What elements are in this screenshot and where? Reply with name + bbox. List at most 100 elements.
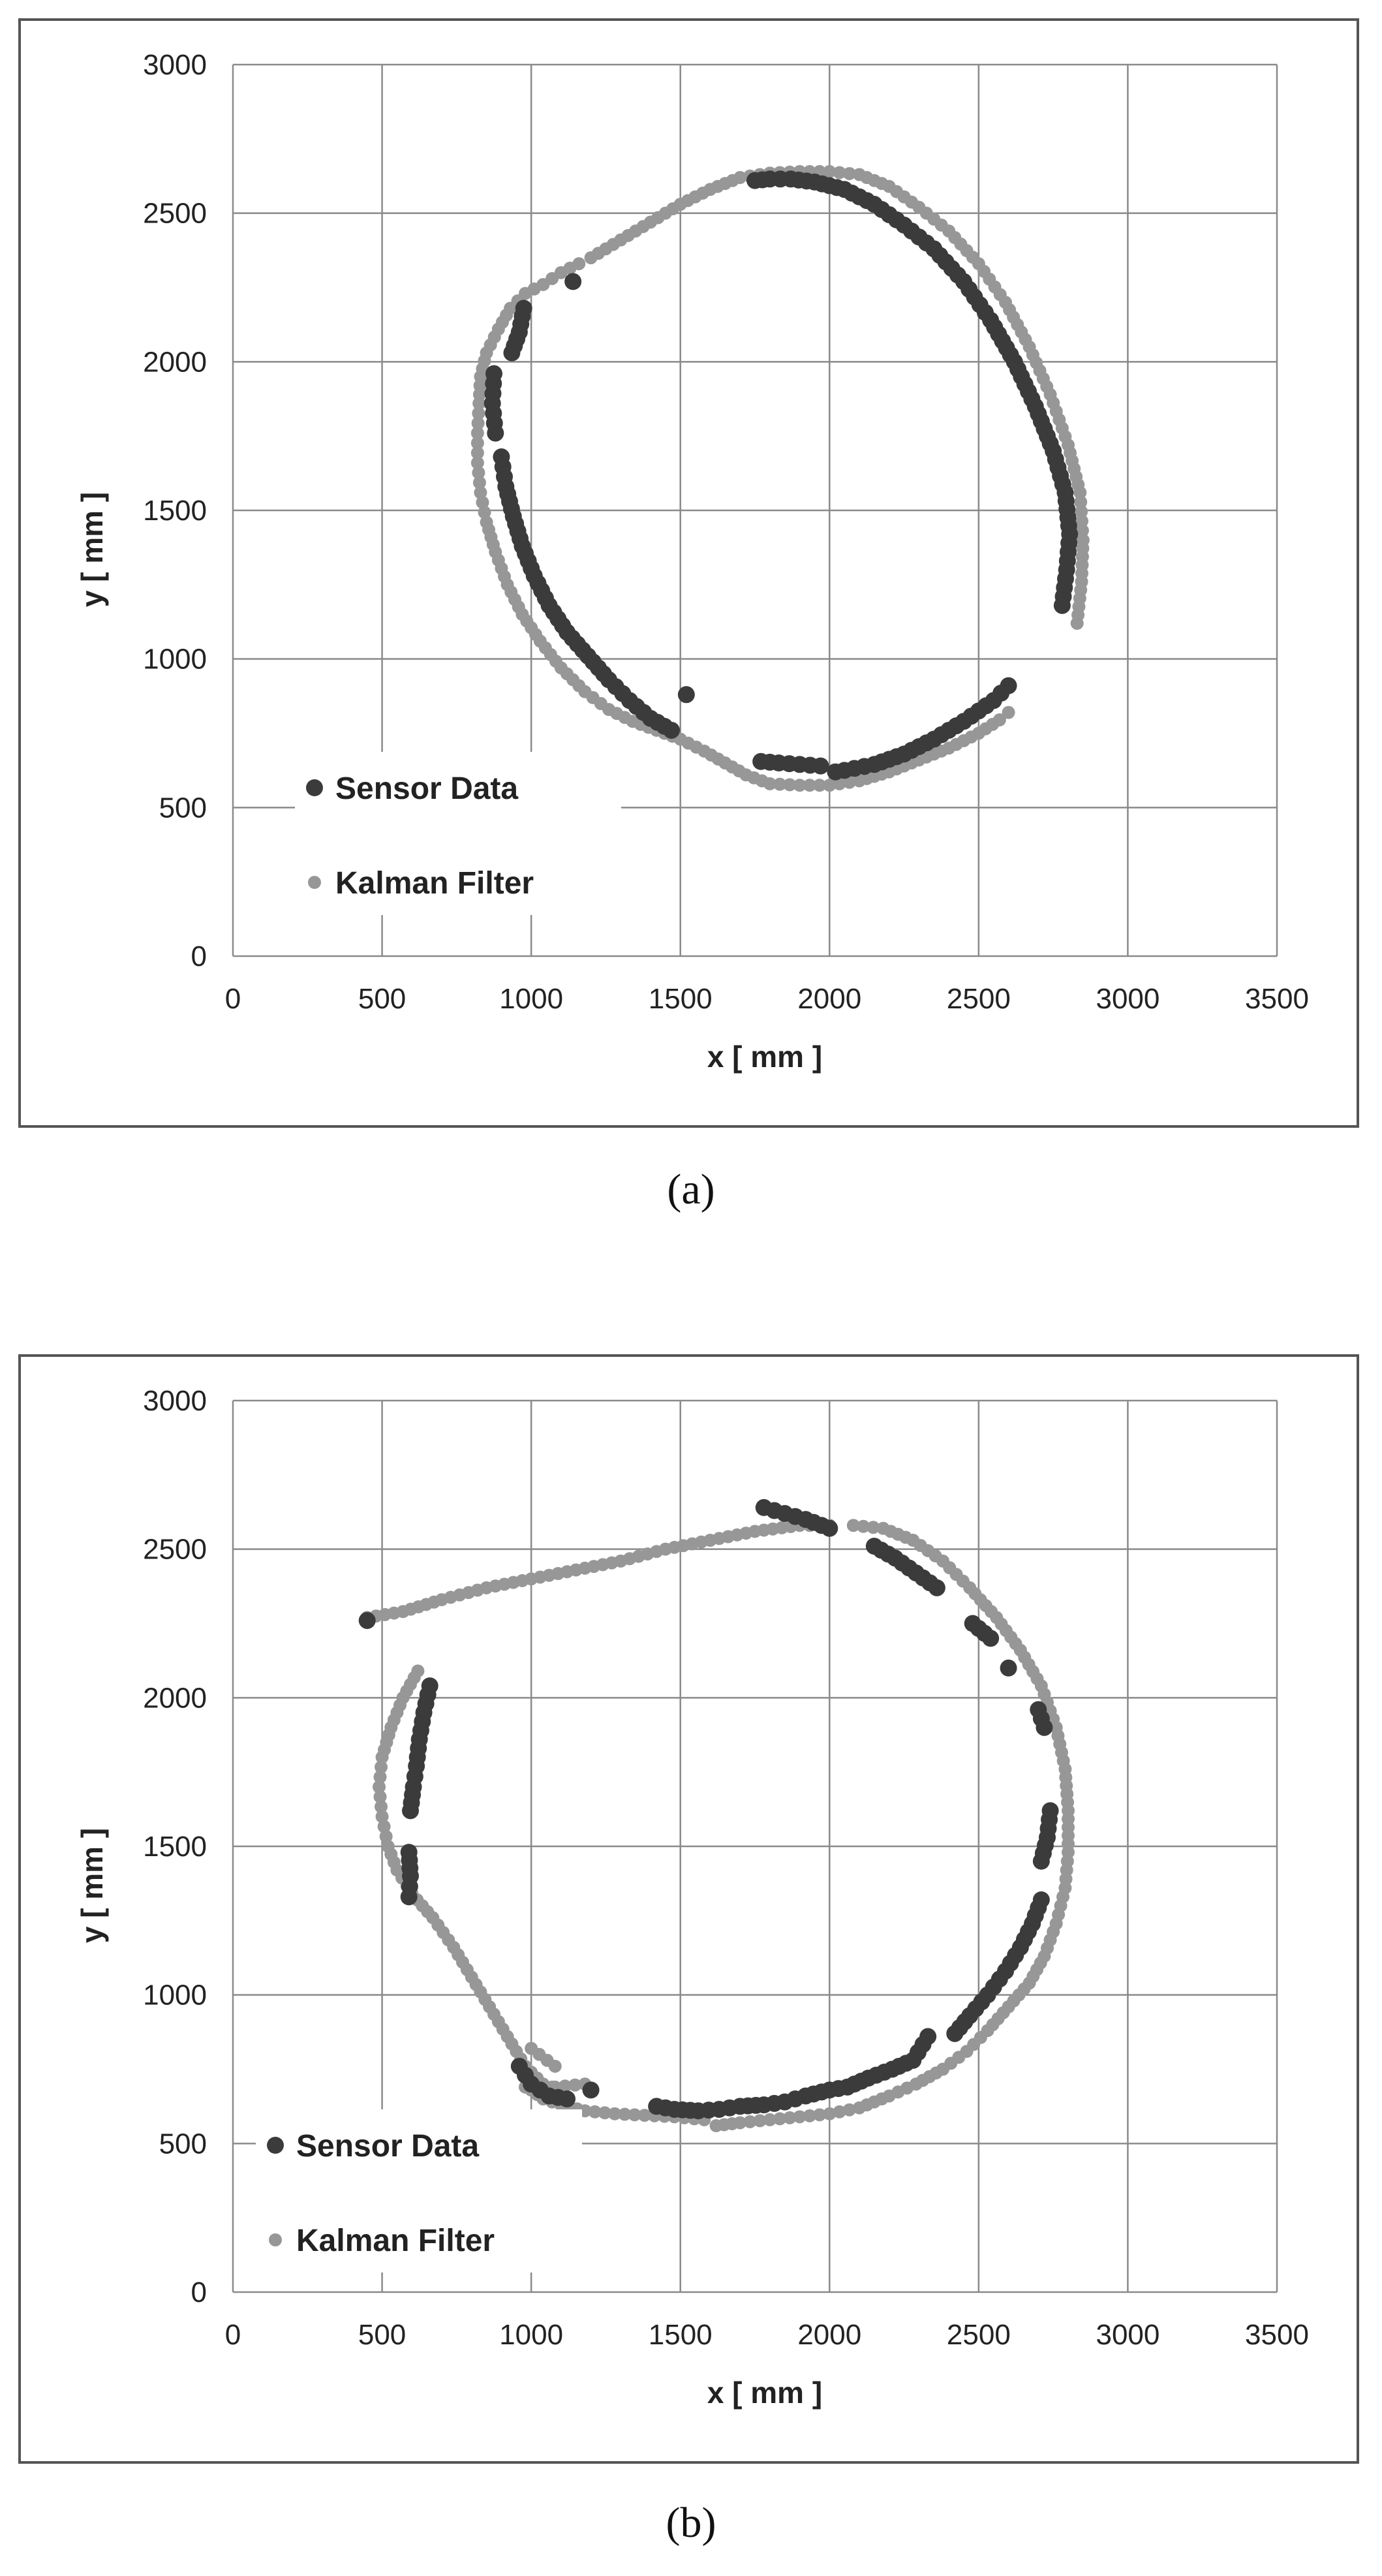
legend-label-kalman: Kalman Filter [335,866,534,901]
legend-box [295,752,621,915]
kalman-point [470,426,484,440]
kalman-point [375,1750,389,1764]
kalman-point [833,166,846,179]
y-tick-label: 1000 [143,644,207,675]
legend-label-kalman: Kalman Filter [296,2224,495,2258]
legend-marker-sensor [306,779,323,796]
kalman-filter-series [470,164,1090,792]
y-tick-label: 1500 [143,1831,207,1863]
sensor-point [821,1519,838,1537]
sensor-point [402,1802,419,1820]
sensor-point [946,2025,964,2042]
kalman-point [763,2113,776,2126]
kalman-point [842,166,856,180]
sensor-point [1032,1852,1050,1870]
sensor-point [982,1630,1000,1647]
kalman-point [470,446,484,459]
scatter-plot-a: 0 500 1000 1500 2000 2500 3000 3500 0 500 1000 1500… [75,49,1309,1074]
kalman-filter-series [360,1519,1075,2133]
sensor-point [358,1611,376,1629]
kalman-point [803,779,816,792]
x-tick-label: 500 [358,983,406,1015]
sensor-point [1000,1659,1017,1677]
x-tick-label: 3000 [1096,2319,1159,2351]
kalman-point [1002,706,1015,719]
kalman-point [628,2108,641,2122]
x-tick-label: 3000 [1096,983,1159,1015]
kalman-point [813,2108,827,2122]
x-tick-label: 3500 [1245,983,1309,1015]
x-tick-label: 1000 [499,983,563,1015]
sensor-point [1036,1718,1053,1736]
kalman-point [373,1770,387,1784]
legend-marker-kalman [269,2233,282,2246]
sensor-point [485,365,502,382]
kalman-point [773,777,787,791]
kalman-point [379,1829,393,1843]
kalman-point [783,778,797,792]
kalman-point [373,1780,386,1793]
kalman-point [1075,514,1089,528]
kalman-point [793,779,806,792]
kalman-point [1074,495,1088,509]
figure-caption-a: (a) [667,1166,715,1213]
kalman-point [476,495,489,509]
y-tick-label: 3000 [143,49,207,81]
kalman-point [474,486,487,499]
legend-box [256,2109,582,2273]
kalman-point [1075,504,1088,518]
kalman-point [743,2115,757,2128]
sensor-point [928,1579,945,1596]
kalman-point [472,466,485,480]
y-tick-label: 2500 [143,198,207,230]
kalman-point [803,2109,816,2122]
kalman-point [753,2114,767,2128]
kalman-point [813,779,827,792]
sensor-point [582,2081,600,2099]
kalman-point [833,777,846,790]
x-tick-label: 500 [358,2319,406,2351]
sensor-point [648,2098,666,2115]
kalman-point [618,2107,632,2121]
x-tick-label: 2500 [947,2319,1011,2351]
kalman-point [375,1800,388,1814]
kalman-point [375,1760,388,1774]
y-tick-label: 3000 [143,1385,207,1417]
sensor-point [752,753,770,770]
kalman-point [375,1810,389,1823]
sensor-point [677,686,695,704]
kalman-point [470,456,484,470]
x-axis-label: x [ mm ] [707,1040,822,1074]
kalman-point [853,2101,866,2115]
x-tick-label: 1500 [649,983,713,1015]
kalman-point [471,416,485,430]
gridlines [232,63,1278,957]
y-tick-label: 2500 [143,1534,207,1566]
scatter-plot-b: 0 500 1000 1500 2000 2500 3000 3500 0 500 1000 1500… [75,1385,1309,2410]
kalman-point [857,1519,870,1533]
x-tick-label: 0 [225,2319,241,2351]
x-tick-label: 0 [225,983,241,1015]
y-tick-label: 1000 [143,1979,207,2011]
sensor-point [1053,597,1071,614]
legend-label-sensor: Sensor Data [296,2129,479,2164]
kalman-point [823,164,837,178]
kalman-point [842,775,856,789]
y-tick-label: 0 [191,940,207,972]
x-tick-label: 2500 [947,983,1011,1015]
x-tick-label: 1500 [649,2319,713,2351]
kalman-point [598,2106,611,2120]
legend: Sensor Data Kalman Filter [295,752,621,915]
kalman-point [823,779,837,792]
y-axis-label: y [ mm ] [75,492,109,607]
chart-panel-a: 0 500 1000 1500 2000 2500 3000 3500 0 500 1000 1500… [18,18,1359,1128]
kalman-point [472,476,486,489]
legend: Sensor Data Kalman Filter [256,2109,582,2273]
y-tick-label: 0 [191,2276,207,2308]
kalman-point [373,1790,387,1804]
kalman-point [478,506,491,520]
sensor-point [400,1888,418,1906]
kalman-point [470,436,484,450]
kalman-point [783,2111,797,2124]
sensor-point [564,273,582,290]
